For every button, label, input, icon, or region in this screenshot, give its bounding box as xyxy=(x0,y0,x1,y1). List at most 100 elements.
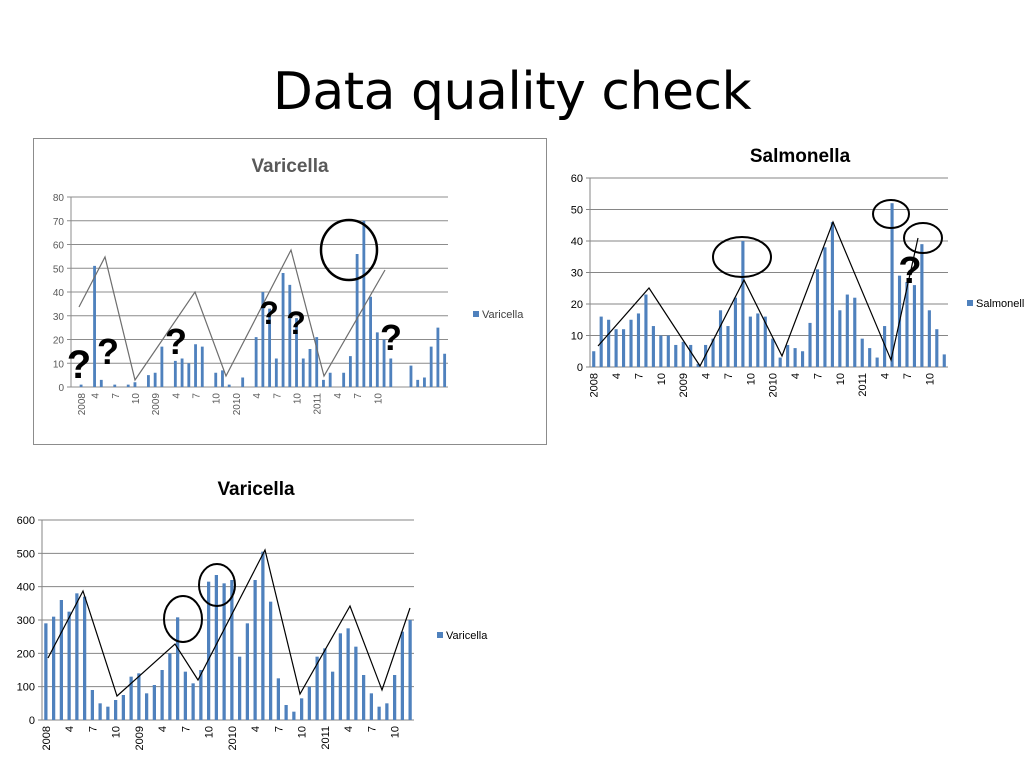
y-tick-label: 50 xyxy=(53,264,65,275)
x-tick-label: 7 xyxy=(273,726,285,732)
bar xyxy=(377,706,381,720)
bar xyxy=(90,690,95,720)
y-tick-label: 100 xyxy=(17,682,35,694)
x-tick-label: 7 xyxy=(366,726,378,732)
y-tick-label: 0 xyxy=(29,715,35,727)
bar xyxy=(629,319,633,367)
x-tick-label: 2010 xyxy=(232,393,243,416)
question-mark-annotation: ? xyxy=(380,317,402,358)
bar xyxy=(860,338,864,367)
bar xyxy=(748,316,752,367)
circle-annotation xyxy=(712,236,772,278)
bar xyxy=(346,628,350,720)
bar xyxy=(168,653,172,720)
bar xyxy=(152,685,157,720)
bar xyxy=(292,711,296,720)
bar xyxy=(644,294,648,367)
x-tick-label: 10 xyxy=(111,726,123,738)
bar xyxy=(666,335,670,367)
bar xyxy=(75,593,79,720)
bar xyxy=(79,384,83,387)
y-tick-label: 70 xyxy=(53,217,65,228)
bar xyxy=(121,695,126,720)
x-tick-label: 2010 xyxy=(227,726,239,750)
bar xyxy=(875,357,879,367)
bar xyxy=(323,648,327,720)
bar xyxy=(800,351,805,367)
circle-annotation xyxy=(319,218,379,282)
bar xyxy=(355,254,359,387)
bar xyxy=(222,583,226,720)
x-tick-label: 2011 xyxy=(320,726,332,750)
circle-annotation xyxy=(872,199,910,229)
chart-title: Varicella xyxy=(251,156,329,177)
bar xyxy=(98,703,102,720)
legend: Varicella xyxy=(437,630,488,642)
bar xyxy=(614,329,618,367)
bar xyxy=(853,297,857,367)
bar xyxy=(651,326,655,367)
bar xyxy=(67,611,71,720)
bar xyxy=(106,706,110,720)
bar xyxy=(718,310,723,367)
bar xyxy=(409,365,413,387)
bar xyxy=(786,344,790,367)
bar xyxy=(621,329,626,367)
y-tick-label: 200 xyxy=(17,648,35,660)
bar xyxy=(416,379,420,387)
bar xyxy=(385,703,389,720)
y-tick-label: 40 xyxy=(571,236,583,248)
legend: Salmonella xyxy=(967,298,1024,310)
x-tick-label: 2010 xyxy=(768,373,780,397)
bar xyxy=(883,326,887,367)
bar xyxy=(771,338,775,367)
bar xyxy=(815,269,820,367)
legend-label: Varicella xyxy=(482,309,524,321)
bar xyxy=(322,379,325,387)
y-tick-label: 60 xyxy=(571,173,583,185)
bar xyxy=(284,705,288,720)
bar xyxy=(214,575,219,720)
circle-annotation xyxy=(903,222,943,254)
bar xyxy=(400,631,405,720)
bar xyxy=(137,673,141,720)
y-tick-label: 500 xyxy=(17,548,35,560)
bar xyxy=(261,551,265,720)
bar xyxy=(392,675,397,720)
x-tick-label: 10 xyxy=(293,393,304,405)
bar xyxy=(276,678,281,720)
bar xyxy=(607,319,611,367)
bar xyxy=(308,349,312,387)
bar xyxy=(133,382,137,387)
bar xyxy=(342,372,346,387)
varicella-chart-large: Varicella Varicella 0 100 200 300 400 500 600 2… xyxy=(17,479,489,750)
bar xyxy=(793,348,797,367)
bar xyxy=(659,335,663,367)
varicella-chart-small: Varicella Varicella 0 10 20 30 40 50 60 70 80 200… xyxy=(53,156,524,416)
bar xyxy=(890,203,894,367)
bar xyxy=(369,693,374,720)
bar xyxy=(180,358,184,387)
x-tick-label: 2009 xyxy=(151,393,162,416)
x-tick-label: 4 xyxy=(252,393,263,399)
x-tick-label: 2008 xyxy=(589,373,601,397)
y-tick-label: 600 xyxy=(17,515,35,527)
bar xyxy=(221,370,224,387)
bar xyxy=(689,344,693,367)
question-mark-annotation: ? xyxy=(898,250,921,292)
x-tick-label: 2011 xyxy=(857,373,869,397)
x-tick-label: 2009 xyxy=(678,373,690,397)
slide-title: Data quality check xyxy=(272,62,752,122)
x-tick-label: 4 xyxy=(343,726,355,732)
chart-title: Varicella xyxy=(217,479,295,500)
y-tick-label: 20 xyxy=(571,299,583,311)
bar xyxy=(126,384,130,387)
x-tick-label: 4 xyxy=(250,726,262,732)
x-tick-label: 2008 xyxy=(77,393,88,416)
legend-swatch xyxy=(967,300,973,306)
bar xyxy=(756,313,760,367)
bar xyxy=(153,372,157,387)
bar xyxy=(838,310,842,367)
legend-swatch xyxy=(437,632,443,638)
x-tick-label: 7 xyxy=(633,373,645,379)
